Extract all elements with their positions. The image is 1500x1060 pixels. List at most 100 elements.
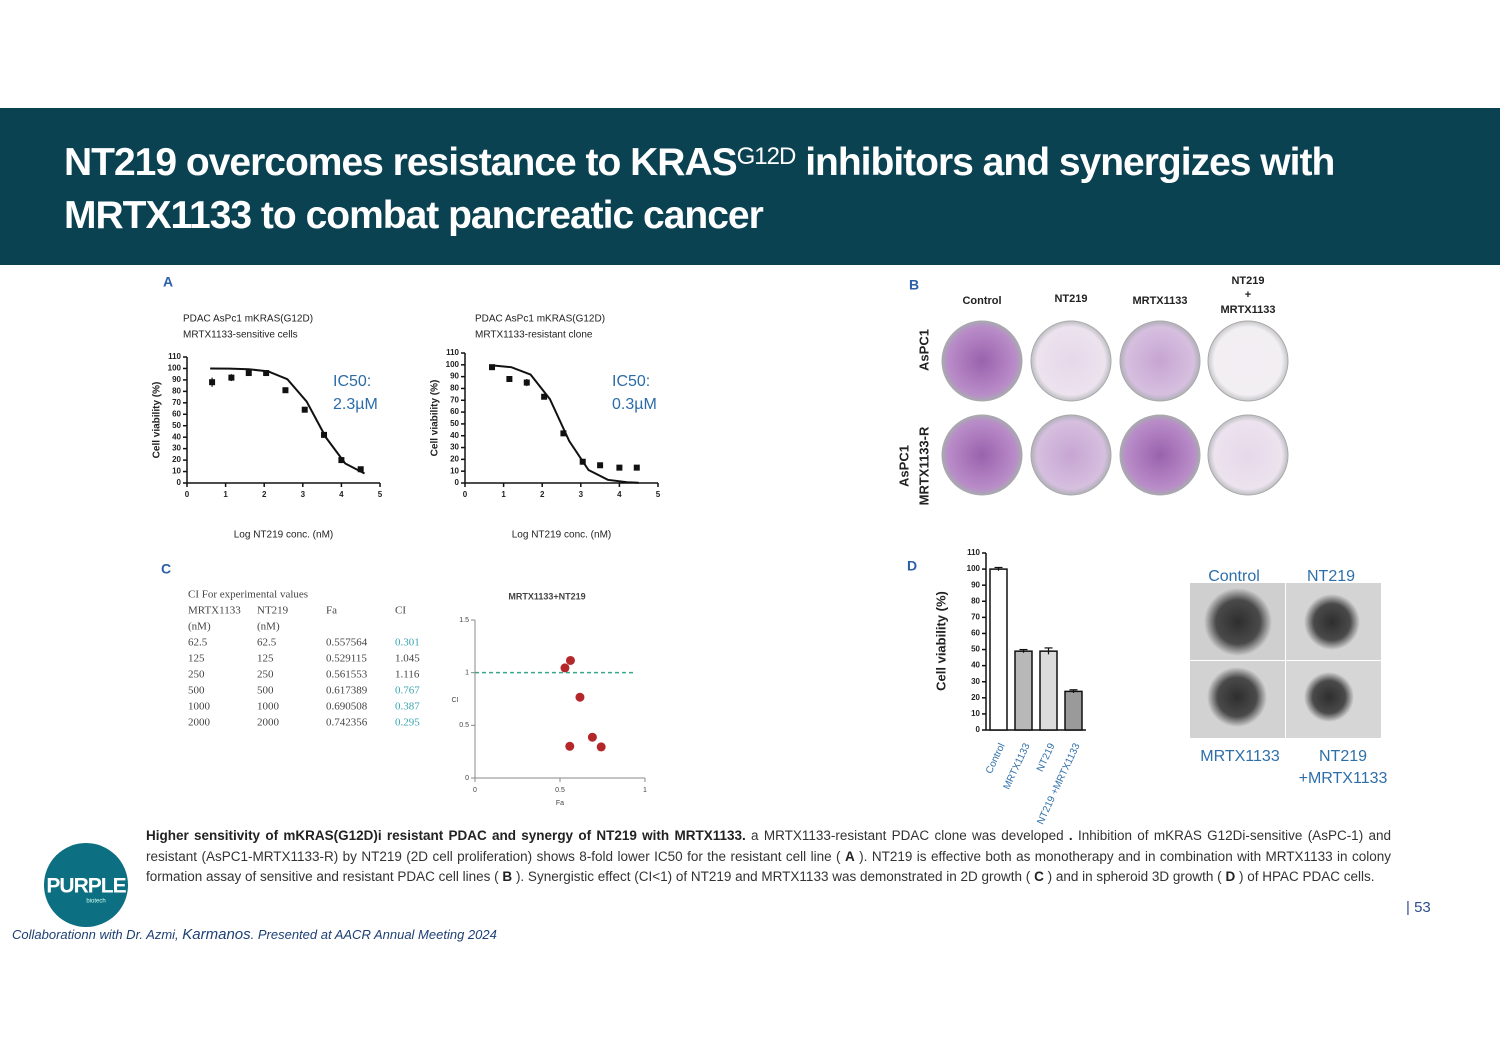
caption-text: ). Synergistic effect (CI<1) of NT219 an… [515,869,1031,884]
data-point [506,376,513,382]
page-number: | 53 [1406,899,1431,916]
footer-text: Collaborationn with Dr. Azmi, [12,927,183,942]
bar [1039,650,1058,731]
y-tick-label: 90 [971,580,980,589]
data-point [565,655,575,665]
bar [1064,690,1083,731]
table-header: (nM) [257,621,280,633]
data-point [282,387,289,394]
data-point [560,430,567,437]
y-tick-label: 0.5 [459,722,469,729]
y-tick-label: 30 [172,444,181,453]
y-tick-label: 50 [450,419,459,428]
data-point [541,393,548,400]
y-tick-label: 100 [967,564,981,573]
caption-text: C [1034,869,1044,884]
data-point [301,406,308,413]
y-tick-label: 30 [450,443,459,452]
bar [989,568,1008,731]
data-point [587,732,597,742]
x-axis-label: Log NT219 conc. (nM) [512,530,612,541]
table-cell: 0.529115 [326,653,367,665]
y-axis-label: Cell viability (%) [933,591,948,691]
y-tick-label: 1 [465,670,469,677]
colony-plate [1119,320,1201,402]
table-header: NT219 [257,605,289,617]
y-tick-label: 60 [172,409,181,418]
x-tick-label: NT219 [1035,741,1058,773]
y-tick-label: 10 [450,466,459,475]
data-point [560,663,570,673]
title-text: inhibitors and synergizes with MRTX1133 … [64,141,1335,237]
title-bar [0,108,1500,265]
y-tick-label: 40 [450,431,459,440]
x-tick-label: 1 [223,490,228,499]
spheroid [1304,672,1354,722]
x-tick-label: 0.5 [555,787,565,794]
table-cell: 0.561553 [326,669,368,681]
caption-text: . [1068,828,1073,843]
x-tick-label: 2 [540,490,545,499]
table-cell: 125 [188,653,205,665]
caption-text: ) of HPAC PDAC cells. [1238,869,1375,884]
table-cell: 1.045 [395,653,420,665]
colony-plate [1207,414,1289,496]
table-cell: 0.557564 [326,637,368,649]
data-point [263,370,270,377]
x-axis-label: Fa [556,800,564,807]
table-cell: 0.690508 [326,701,368,713]
y-tick-label: 80 [172,386,181,395]
caption-text: Higher sensitivity of mKRAS(G12D)i resis… [146,828,746,843]
table-header: Fa [326,605,337,617]
y-tick-label: 50 [971,645,980,654]
column-label: MRTX1133 [1220,304,1275,316]
y-tick-label: 100 [168,364,182,373]
table-cell: 0.295 [395,717,420,729]
table-cell: 2000 [257,717,280,729]
x-tick-label: 1 [501,490,506,499]
fit-curve [210,367,366,475]
y-axis-label: Cell viability (%) [152,382,163,459]
slide-title: NT219 overcomes resistance to KRASG12D i… [64,136,1464,242]
table-cell: 125 [257,653,274,665]
y-axis-label: Cell viability (%) [430,380,441,457]
y-tick-label: 20 [450,454,459,463]
x-tick-label: 0 [463,490,468,499]
y-tick-label: 70 [172,398,181,407]
panel-letter: A [163,274,173,290]
caption-text: ). NT219 is effective both as monotherap… [146,848,1391,885]
table-cell: 0.742356 [326,717,368,729]
data-point [575,692,585,702]
y-axis-label: CI [452,697,459,704]
colony-plate [1030,414,1112,496]
ic50-annotation: 2.3µM [333,396,378,413]
ic50-annotation: 0.3µM [612,396,657,413]
y-tick-label: 90 [450,372,459,381]
y-tick-label: 110 [446,348,459,357]
data-point [209,379,216,386]
data-point [338,457,345,464]
footer: Collaborationn with Dr. Azmi, Karmanos. … [12,926,497,943]
colony-plate [941,414,1023,496]
x-tick-label: 3 [301,490,306,499]
table-cell: 1.116 [395,669,420,681]
y-tick-label: 0 [976,725,981,734]
y-tick-label: 1.5 [459,617,469,624]
data-point [228,374,235,381]
x-tick-label: 3 [579,490,584,499]
x-tick-label: 0 [185,490,190,499]
data-point [596,742,606,752]
row-label: AsPC1 [916,329,931,371]
table-cell: 1000 [257,701,280,713]
y-tick-label: 70 [450,395,459,404]
x-tick-label: 2 [262,490,267,499]
chart-subtitle: PDAC AsPc1 mKRAS(G12D) [475,314,605,325]
y-tick-label: 40 [172,432,181,441]
data-point [489,364,496,371]
table-header: MRTX1133 [188,605,241,617]
ic50-annotation: IC50: [333,373,371,390]
y-tick-label: 20 [971,693,980,702]
y-tick-label: 80 [971,596,980,605]
logo-subtext: biotech [86,899,105,905]
